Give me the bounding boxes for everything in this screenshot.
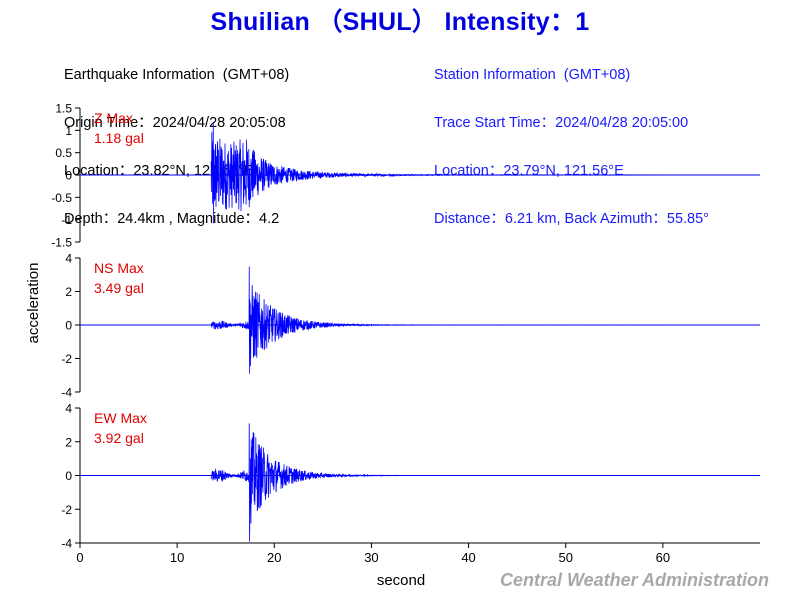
station-info-header: Station Information (GMT+08) bbox=[434, 67, 631, 83]
z-y-tick-label: -1.5 bbox=[51, 236, 72, 250]
x-tick-label: 0 bbox=[76, 550, 83, 565]
ns-trace bbox=[210, 266, 664, 374]
trace-start-time: Trace Start Time：2024/04/28 20:05:00 bbox=[434, 115, 689, 131]
z-trace bbox=[210, 122, 664, 224]
z-y-tick-label: 1.5 bbox=[55, 102, 72, 116]
origin-time: Origin Time：2024/04/28 20:05:08 bbox=[64, 115, 286, 131]
z-y-tick-label: -0.5 bbox=[51, 191, 72, 205]
station-distance: Distance：6.21 km, Back Azimuth：55.85° bbox=[434, 211, 709, 227]
y-axis-title: acceleration bbox=[25, 263, 42, 344]
x-tick-label: 40 bbox=[461, 550, 475, 565]
earthquake-info-header: Earthquake Information (GMT+08) bbox=[64, 67, 290, 83]
x-axis-title: second bbox=[377, 572, 425, 589]
z-y-tick-label: 1 bbox=[65, 124, 72, 138]
ns-max-value: 3.49 gal bbox=[94, 280, 144, 296]
z-y-tick-label: -1 bbox=[61, 213, 72, 227]
x-tick-label: 50 bbox=[558, 550, 572, 565]
z-y-tick-label: 0.5 bbox=[55, 146, 72, 160]
ew-y-tick-label: -2 bbox=[61, 503, 72, 517]
page-title: Shuilian （SHUL） Intensity：1 bbox=[210, 8, 590, 36]
ns-y-tick-label: -4 bbox=[61, 386, 72, 400]
ns-y-tick-label: 4 bbox=[65, 252, 72, 266]
x-tick-label: 30 bbox=[364, 550, 378, 565]
z-max-value: 1.18 gal bbox=[94, 130, 144, 146]
depth-magnitude: Depth：24.4km , Magnitude：4.2 bbox=[64, 211, 280, 227]
z-max-label: Z Max bbox=[94, 110, 133, 126]
ns-y-tick-label: 0 bbox=[65, 319, 72, 333]
ew-max-value: 3.92 gal bbox=[94, 430, 144, 446]
ew-y-tick-label: 0 bbox=[65, 469, 72, 483]
ew-trace bbox=[210, 423, 664, 542]
ew-y-tick-label: 4 bbox=[65, 402, 72, 416]
ew-y-tick-label: 2 bbox=[65, 435, 72, 449]
x-tick-label: 20 bbox=[267, 550, 281, 565]
z-y-tick-label: 0 bbox=[65, 169, 72, 183]
earthquake-info: Earthquake Information (GMT+08) Origin T… bbox=[64, 35, 289, 243]
x-tick-label: 60 bbox=[656, 550, 670, 565]
station-info: Station Information (GMT+08) Trace Start… bbox=[434, 35, 709, 243]
ew-y-tick-label: -4 bbox=[61, 537, 72, 551]
ns-y-tick-label: 2 bbox=[65, 285, 72, 299]
ns-max-label: NS Max bbox=[94, 260, 144, 276]
ns-y-tick-label: -2 bbox=[61, 352, 72, 366]
ew-max-label: EW Max bbox=[94, 410, 147, 426]
x-tick-label: 10 bbox=[170, 550, 184, 565]
credit-text: Central Weather Administration bbox=[499, 570, 769, 590]
